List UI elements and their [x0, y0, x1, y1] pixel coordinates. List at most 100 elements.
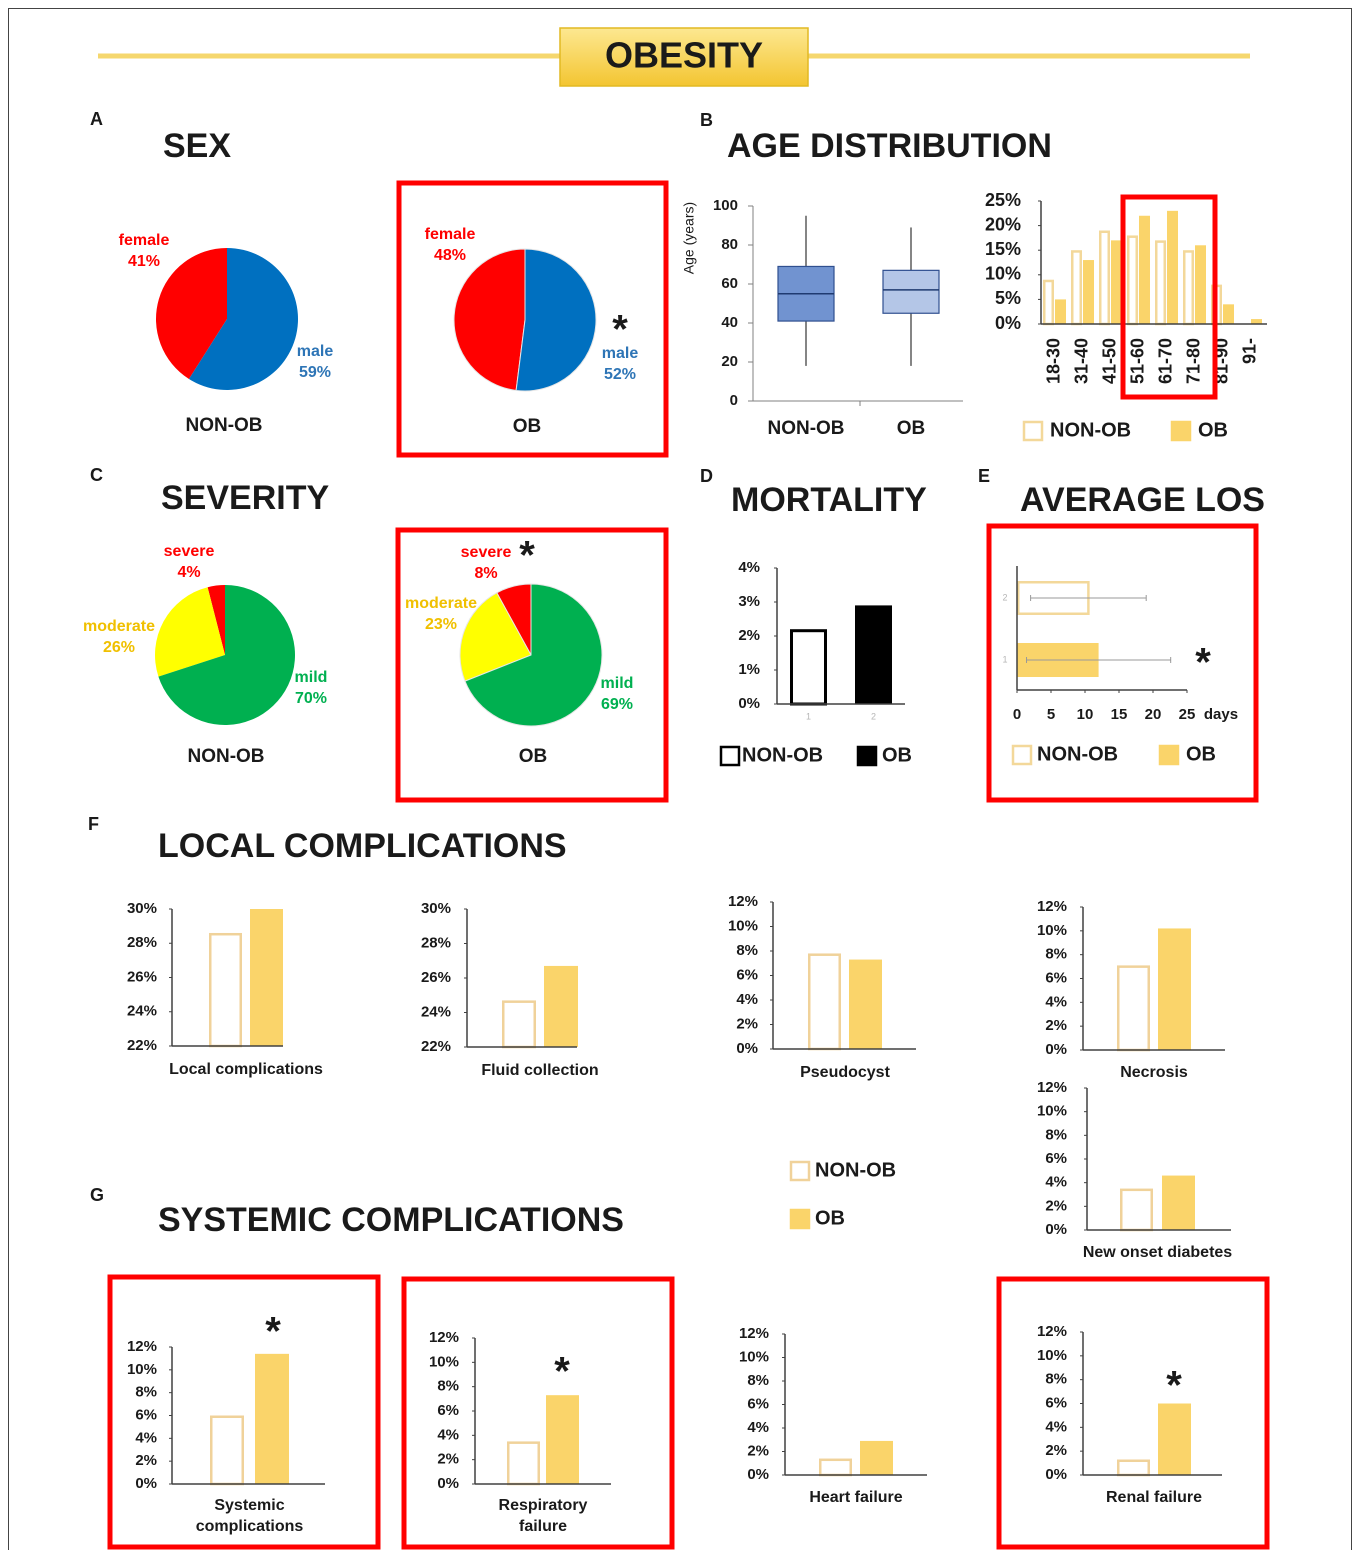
y-tick-label: 8% — [736, 942, 758, 959]
bar — [819, 1458, 852, 1477]
slice-name: severe — [461, 544, 512, 561]
x-tick-label: Respiratory failure — [498, 1497, 588, 1535]
bar — [507, 1441, 540, 1486]
y-tick-label: 12% — [127, 1338, 157, 1355]
significance-mark: * — [554, 1350, 570, 1394]
bar — [1111, 240, 1122, 324]
bar — [1251, 319, 1262, 324]
category-label-box: Systemic complications — [195, 1497, 304, 1535]
slice-value: 4% — [177, 564, 200, 581]
x-tick-label: 15 — [1111, 706, 1128, 723]
y-tick-label: 10% — [1037, 1103, 1067, 1120]
legend-swatch — [1011, 744, 1033, 766]
x-tick-label: Systemic complications — [195, 1497, 304, 1535]
y-tick-label: 2% — [135, 1452, 157, 1469]
y-tick-label: 2% — [1045, 1197, 1067, 1214]
x-tick-label: 91- — [1239, 338, 1259, 364]
bar — [1127, 235, 1138, 326]
y-tick-label: 0 — [730, 392, 738, 409]
bar — [1055, 299, 1066, 324]
y-tick-label: 4% — [738, 559, 760, 576]
panel-letter: E — [978, 466, 990, 486]
y-tick-label: 3% — [738, 593, 760, 610]
bar — [250, 909, 283, 1046]
bar — [502, 1000, 536, 1049]
legend-swatch — [1022, 420, 1044, 442]
highlight-box — [107, 1274, 381, 1550]
y-tick-label: 8% — [1045, 1371, 1067, 1388]
slice-name: severe — [164, 543, 215, 560]
bar — [1117, 1459, 1150, 1477]
y-tick-label: 12% — [1037, 1323, 1067, 1340]
frame — [8, 8, 1352, 1550]
y-tick-label: 10% — [728, 917, 758, 934]
x-tick-label: 61-70 — [1155, 338, 1175, 384]
pie-slice — [155, 248, 227, 379]
category-label-box: Renal failure — [1106, 1489, 1202, 1506]
panel-title: SEVERITY — [161, 479, 329, 517]
pie-slice — [207, 585, 225, 655]
pie-slice — [188, 248, 298, 391]
x-tick-label: 0 — [1013, 706, 1021, 723]
legend-swatch — [789, 1208, 811, 1230]
legend-label: NON-OB — [742, 744, 823, 766]
slice-value: 23% — [425, 616, 457, 633]
slice-value: 41% — [128, 253, 160, 270]
slice-value: 59% — [299, 364, 331, 381]
category-label-box: Necrosis — [1120, 1064, 1188, 1081]
x-tick-label: Fluid collection — [481, 1062, 599, 1079]
legend-label: OB — [882, 744, 912, 766]
y-tick-label: 20% — [985, 214, 1021, 234]
bar — [1120, 1188, 1153, 1232]
y-tick-label: 4% — [1045, 993, 1067, 1010]
y-tick-label: 2% — [736, 1015, 758, 1032]
y-tick-label: 25% — [985, 190, 1021, 210]
pie-slice — [459, 592, 532, 682]
y-tick-label: 2 — [1002, 592, 1007, 602]
bar — [790, 629, 827, 706]
y-tick-label: 8% — [747, 1372, 769, 1389]
pie-slice — [154, 587, 225, 677]
y-tick-label: 0% — [747, 1466, 769, 1483]
bar — [209, 932, 242, 1048]
y-tick-label: 10% — [429, 1353, 459, 1370]
y-tick-label: 6% — [747, 1395, 769, 1412]
bar — [855, 605, 892, 704]
x-tick-label: 2 — [871, 711, 876, 721]
panel-title: MORTALITY — [731, 481, 927, 519]
highlight-box — [996, 1276, 1270, 1550]
y-tick-label: 4% — [747, 1419, 769, 1436]
bar — [1083, 260, 1094, 324]
panel-title: LOCAL COMPLICATIONS — [158, 827, 567, 865]
pie-slice — [158, 585, 295, 725]
bar — [1043, 279, 1054, 326]
y-tick-label: 6% — [1045, 969, 1067, 986]
legend-label: OB — [1198, 419, 1228, 441]
x-axis-label: days — [1204, 706, 1238, 723]
y-tick-label: 60 — [721, 275, 738, 292]
panel-letter: D — [700, 466, 713, 486]
category-label-box: Respiratory failure — [498, 1497, 588, 1535]
y-tick-label: 6% — [437, 1402, 459, 1419]
category-label-box: Pseudocyst — [800, 1064, 890, 1081]
y-tick-label: 26% — [421, 969, 451, 986]
y-tick-label: 2% — [1045, 1017, 1067, 1034]
bar — [1223, 304, 1234, 324]
legend-label: OB — [1186, 743, 1216, 765]
box — [882, 269, 940, 314]
pie-slice — [515, 248, 597, 392]
panel-letter: B — [700, 110, 713, 130]
bar — [1162, 1175, 1195, 1230]
y-tick-label: 8% — [1045, 1126, 1067, 1143]
x-tick-label: 18-30 — [1043, 338, 1063, 384]
legend-label: NON-OB — [815, 1159, 896, 1181]
y-tick-label: 2% — [1045, 1442, 1067, 1459]
y-tick-label: 0% — [437, 1475, 459, 1492]
y-tick-label: 4% — [135, 1429, 157, 1446]
slice-name: female — [425, 226, 476, 243]
y-tick-label: 0% — [995, 313, 1021, 333]
legend-label: NON-OB — [1050, 419, 1131, 441]
y-tick-label: 28% — [421, 934, 451, 951]
panel-title: SEX — [163, 127, 231, 165]
